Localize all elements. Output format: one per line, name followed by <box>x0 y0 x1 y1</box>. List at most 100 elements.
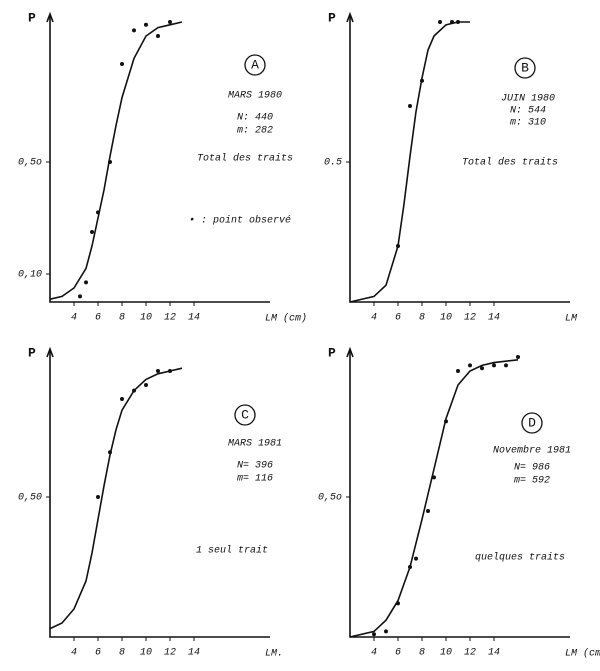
panel-letter: D <box>528 415 536 430</box>
observed-point <box>444 419 448 424</box>
annotation: m: 282 <box>237 126 273 137</box>
observed-point <box>372 632 376 637</box>
annotation: MARS 1980 <box>228 91 282 102</box>
x-axis-label: LM (cm) <box>565 648 600 660</box>
observed-point <box>408 104 412 108</box>
annotation: Total des traits <box>197 153 293 165</box>
x-tick-label: 10 <box>440 313 452 324</box>
observed-point <box>438 20 442 24</box>
y-tick-label: 0.5 <box>324 158 342 169</box>
fitted-curve <box>349 359 519 638</box>
axis-arrow <box>46 11 54 23</box>
panel: P LM (cm) 4 6 8 10 12 14 0,5o D Novembre 1981 N= 98… <box>318 345 600 659</box>
annotation: m= 116 <box>237 474 273 485</box>
fitted-curve <box>49 21 183 300</box>
annotation: m: 310 <box>510 118 546 129</box>
y-tick-label: 0,5o <box>318 493 342 504</box>
y-tick-label: 0,50 <box>18 493 42 504</box>
legend: • : point observé <box>189 215 291 227</box>
observed-point <box>396 601 400 606</box>
panel-circle <box>521 412 543 434</box>
annotation: N: 544 <box>510 106 546 117</box>
x-tick-label: 12 <box>464 648 476 659</box>
observed-point <box>456 20 460 24</box>
annotation: m= 592 <box>514 476 550 487</box>
x-tick-label: 4 <box>71 313 77 324</box>
x-tick-label: 10 <box>140 313 152 324</box>
observed-point <box>132 28 136 33</box>
annotation: MARS 1981 <box>228 439 282 450</box>
observed-point <box>120 397 124 401</box>
observed-point <box>108 450 112 455</box>
x-tick-label: 6 <box>395 648 401 659</box>
panel-letter: C <box>241 407 249 422</box>
x-tick-label: 4 <box>71 648 77 659</box>
axes <box>49 16 270 303</box>
observed-point <box>156 34 160 38</box>
panel-circle <box>244 54 266 76</box>
annotation: N= 396 <box>237 461 273 472</box>
annotation: 1 seul trait <box>196 545 268 557</box>
x-tick-label: 8 <box>119 313 125 324</box>
observed-point <box>426 509 430 513</box>
observed-point <box>384 629 388 634</box>
observed-point <box>516 355 520 359</box>
x-tick-label: 8 <box>419 313 425 324</box>
observed-point <box>156 369 160 373</box>
axis-arrow <box>46 346 54 358</box>
annotation: Novembre 1981 <box>493 445 571 457</box>
observed-point <box>396 244 400 248</box>
axis-arrow <box>346 11 354 23</box>
x-tick-label: 10 <box>140 648 152 659</box>
y-axis-label: P <box>28 345 36 360</box>
observed-point <box>492 363 496 368</box>
panel-letter: A <box>251 57 259 72</box>
observed-point <box>450 20 454 24</box>
panel: P LM. 4 6 8 10 12 14 0,50 C MARS 1981 N= 396 m= 116 1… <box>18 345 283 659</box>
observed-point <box>108 160 112 164</box>
x-tick-label: 12 <box>164 313 176 324</box>
axes <box>349 351 570 638</box>
observed-point <box>120 62 124 66</box>
x-tick-label: 14 <box>188 648 200 659</box>
observed-point <box>168 369 172 373</box>
annotation: N= 986 <box>514 463 550 474</box>
x-tick-label: 14 <box>488 313 500 324</box>
x-tick-label: 8 <box>119 648 125 659</box>
observed-point <box>420 78 424 83</box>
x-tick-label: 14 <box>188 313 200 324</box>
x-tick-label: 12 <box>464 313 476 324</box>
x-axis-label: LM (cm) <box>265 313 307 325</box>
axis-arrow <box>346 346 354 358</box>
fitted-curve <box>49 367 183 630</box>
x-tick-label: 4 <box>371 313 377 324</box>
panel-circle <box>514 57 536 79</box>
x-tick-label: 4 <box>371 648 377 659</box>
y-axis-label: P <box>328 10 336 25</box>
annotation: JUIN 1980 <box>501 94 555 105</box>
x-tick-label: 10 <box>440 648 452 659</box>
x-tick-label: 14 <box>488 648 500 659</box>
observed-point <box>144 22 148 27</box>
x-tick-label: 12 <box>164 648 176 659</box>
observed-point <box>84 280 88 285</box>
observed-point <box>96 495 100 499</box>
observed-point <box>132 388 136 393</box>
observed-point <box>468 363 472 368</box>
observed-point <box>90 230 94 234</box>
y-tick-label: 0,5o <box>18 158 42 169</box>
annotation: quelques traits <box>475 552 565 564</box>
fitted-curve <box>349 21 470 303</box>
observed-point <box>432 475 436 480</box>
x-tick-label: 6 <box>95 648 101 659</box>
observed-point <box>480 366 484 371</box>
y-axis-label: P <box>28 10 36 25</box>
x-tick-label: 6 <box>395 313 401 324</box>
y-tick-label: 0,10 <box>18 270 42 281</box>
observed-point <box>414 556 418 561</box>
y-axis-label: P <box>328 345 336 360</box>
annotation: N: 440 <box>237 113 273 124</box>
panel-circle <box>234 404 256 426</box>
